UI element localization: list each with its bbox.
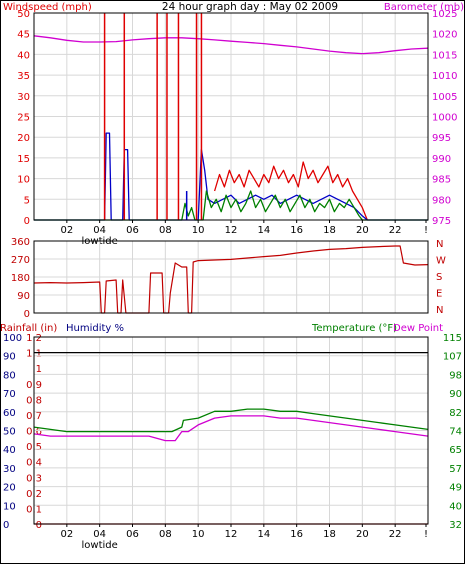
dewpoint-axis-title: Dew Point bbox=[393, 323, 443, 334]
humidity-tick-label: 70 bbox=[3, 389, 16, 400]
wind-time-axis-label: 18 bbox=[323, 225, 336, 236]
direction-tick-label: 90 bbox=[17, 291, 30, 302]
climate-series-line-2 bbox=[33, 408, 429, 433]
wind-series-line-1 bbox=[213, 161, 368, 221]
barometer-tick-label: 1015 bbox=[432, 50, 457, 61]
humidity-tick-label: 60 bbox=[3, 408, 16, 419]
humidity-tick-label: 20 bbox=[3, 483, 16, 494]
barometer-tick-label: 990 bbox=[432, 154, 451, 165]
direction-plot-area bbox=[33, 240, 429, 314]
climate-time-axis-label: 10 bbox=[192, 529, 205, 540]
barometer-tick-label: 1010 bbox=[432, 71, 457, 82]
windspeed-tick-label: 15 bbox=[17, 154, 30, 165]
barometer-tick-label: 995 bbox=[432, 133, 451, 144]
climate-time-axis-label: 20 bbox=[356, 529, 369, 540]
windspeed-tick-label: 20 bbox=[17, 133, 30, 144]
barometer-tick-label: 985 bbox=[432, 175, 451, 186]
direction-tick-label: 360 bbox=[11, 237, 30, 248]
climate-time-axis-label: 22 bbox=[389, 529, 402, 540]
windspeed-tick-label: 40 bbox=[17, 50, 30, 61]
compass-label: N bbox=[436, 239, 443, 250]
windspeed-tick-label: 10 bbox=[17, 175, 30, 186]
temperature-tick-label: 98 bbox=[449, 370, 462, 381]
temperature-axis-title: Temperature (°F) bbox=[311, 323, 397, 334]
compass-label: W bbox=[436, 256, 446, 267]
barometer-tick-label: 1020 bbox=[432, 30, 457, 41]
climate-time-axis-label: 02 bbox=[60, 529, 73, 540]
temperature-tick-label: 90 bbox=[449, 389, 462, 400]
humidity-tick-label: 100 bbox=[3, 333, 22, 344]
windspeed-tick-label: 5 bbox=[24, 195, 30, 206]
barometer-tick-label: 980 bbox=[432, 195, 451, 206]
direction-tick-label: 0 bbox=[24, 309, 30, 320]
wind-series-line-0 bbox=[33, 35, 429, 55]
wind-time-axis-label: ! bbox=[424, 225, 428, 236]
wind-series-line-2 bbox=[34, 132, 428, 221]
compass-label: E bbox=[436, 289, 442, 300]
chart-title: 24 hour graph day : May 02 2009 bbox=[162, 1, 338, 13]
temperature-tick-label: 57 bbox=[449, 464, 462, 475]
windspeed-tick-label: 45 bbox=[17, 30, 30, 41]
wind-time-axis-label: 04 bbox=[93, 225, 106, 236]
barometer-tick-label: 1000 bbox=[432, 113, 457, 124]
climate-time-axis-note: lowtide bbox=[82, 540, 118, 551]
humidity-tick-label: 50 bbox=[3, 427, 16, 438]
humidity-tick-label: 40 bbox=[3, 445, 16, 456]
barometer-tick-label: 975 bbox=[432, 216, 451, 227]
barometer-tick-label: 1005 bbox=[432, 92, 457, 103]
windspeed-tick-label: 35 bbox=[17, 71, 30, 82]
humidity-tick-label: 80 bbox=[3, 370, 16, 381]
humidity-tick-label: 10 bbox=[3, 501, 16, 512]
windspeed-axis-title: Windspeed (mph) bbox=[3, 2, 92, 13]
temperature-tick-label: 82 bbox=[449, 408, 462, 419]
wind-time-axis-label: 14 bbox=[257, 225, 270, 236]
climate-time-axis-label: 04 bbox=[93, 529, 106, 540]
windspeed-tick-label: 50 bbox=[17, 9, 30, 20]
temperature-tick-label: 74 bbox=[449, 427, 462, 438]
wind-time-axis-label: 12 bbox=[225, 225, 238, 236]
windspeed-tick-label: 0 bbox=[24, 216, 30, 227]
climate-time-axis-label: ! bbox=[424, 529, 428, 540]
wind-time-axis-label: 08 bbox=[159, 225, 172, 236]
wind-time-axis-label: 02 bbox=[60, 225, 73, 236]
rainfall-tick-label: 0 bbox=[36, 520, 42, 531]
rainfall-axis-title: Rainfall (in) bbox=[0, 323, 57, 334]
wind-time-axis-label: 10 bbox=[192, 225, 205, 236]
temperature-tick-label: 107 bbox=[443, 352, 462, 363]
temperature-tick-label: 40 bbox=[449, 501, 462, 512]
temperature-tick-label: 115 bbox=[443, 333, 462, 344]
climate-time-axis-label: 08 bbox=[159, 529, 172, 540]
barometer-tick-label: 1025 bbox=[432, 9, 457, 20]
humidity-axis-title: Humidity % bbox=[66, 323, 124, 334]
climate-time-axis-label: 16 bbox=[290, 529, 303, 540]
climate-time-axis-label: 14 bbox=[257, 529, 270, 540]
humidity-tick-label: 0 bbox=[3, 520, 9, 531]
compass-label: N bbox=[436, 305, 443, 316]
wind-time-axis-label: 22 bbox=[389, 225, 402, 236]
compass-label: S bbox=[436, 272, 442, 283]
climate-series-line-3 bbox=[33, 415, 429, 442]
wind-time-axis-label: 06 bbox=[126, 225, 139, 236]
windspeed-tick-label: 30 bbox=[17, 92, 30, 103]
humidity-tick-label: 90 bbox=[3, 352, 16, 363]
climate-time-axis-label: 18 bbox=[323, 529, 336, 540]
wind-series-line-3 bbox=[34, 190, 428, 221]
wind-time-axis-label: 16 bbox=[290, 225, 303, 236]
barometer-axis-title: Barometer (mb) bbox=[384, 2, 464, 13]
direction-tick-label: 180 bbox=[11, 273, 30, 284]
temperature-tick-label: 65 bbox=[449, 445, 462, 456]
climate-time-axis-label: 06 bbox=[126, 529, 139, 540]
wind-time-axis-label: 20 bbox=[356, 225, 369, 236]
direction-tick-label: 270 bbox=[11, 255, 30, 266]
temperature-tick-label: 32 bbox=[449, 520, 462, 531]
humidity-tick-label: 30 bbox=[3, 464, 16, 475]
windspeed-tick-label: 25 bbox=[17, 113, 30, 124]
direction-series-line-0 bbox=[33, 245, 429, 314]
rainfall-tick-label: 1 bbox=[36, 364, 42, 375]
temperature-tick-label: 49 bbox=[449, 483, 462, 494]
climate-time-axis-label: 12 bbox=[225, 529, 238, 540]
